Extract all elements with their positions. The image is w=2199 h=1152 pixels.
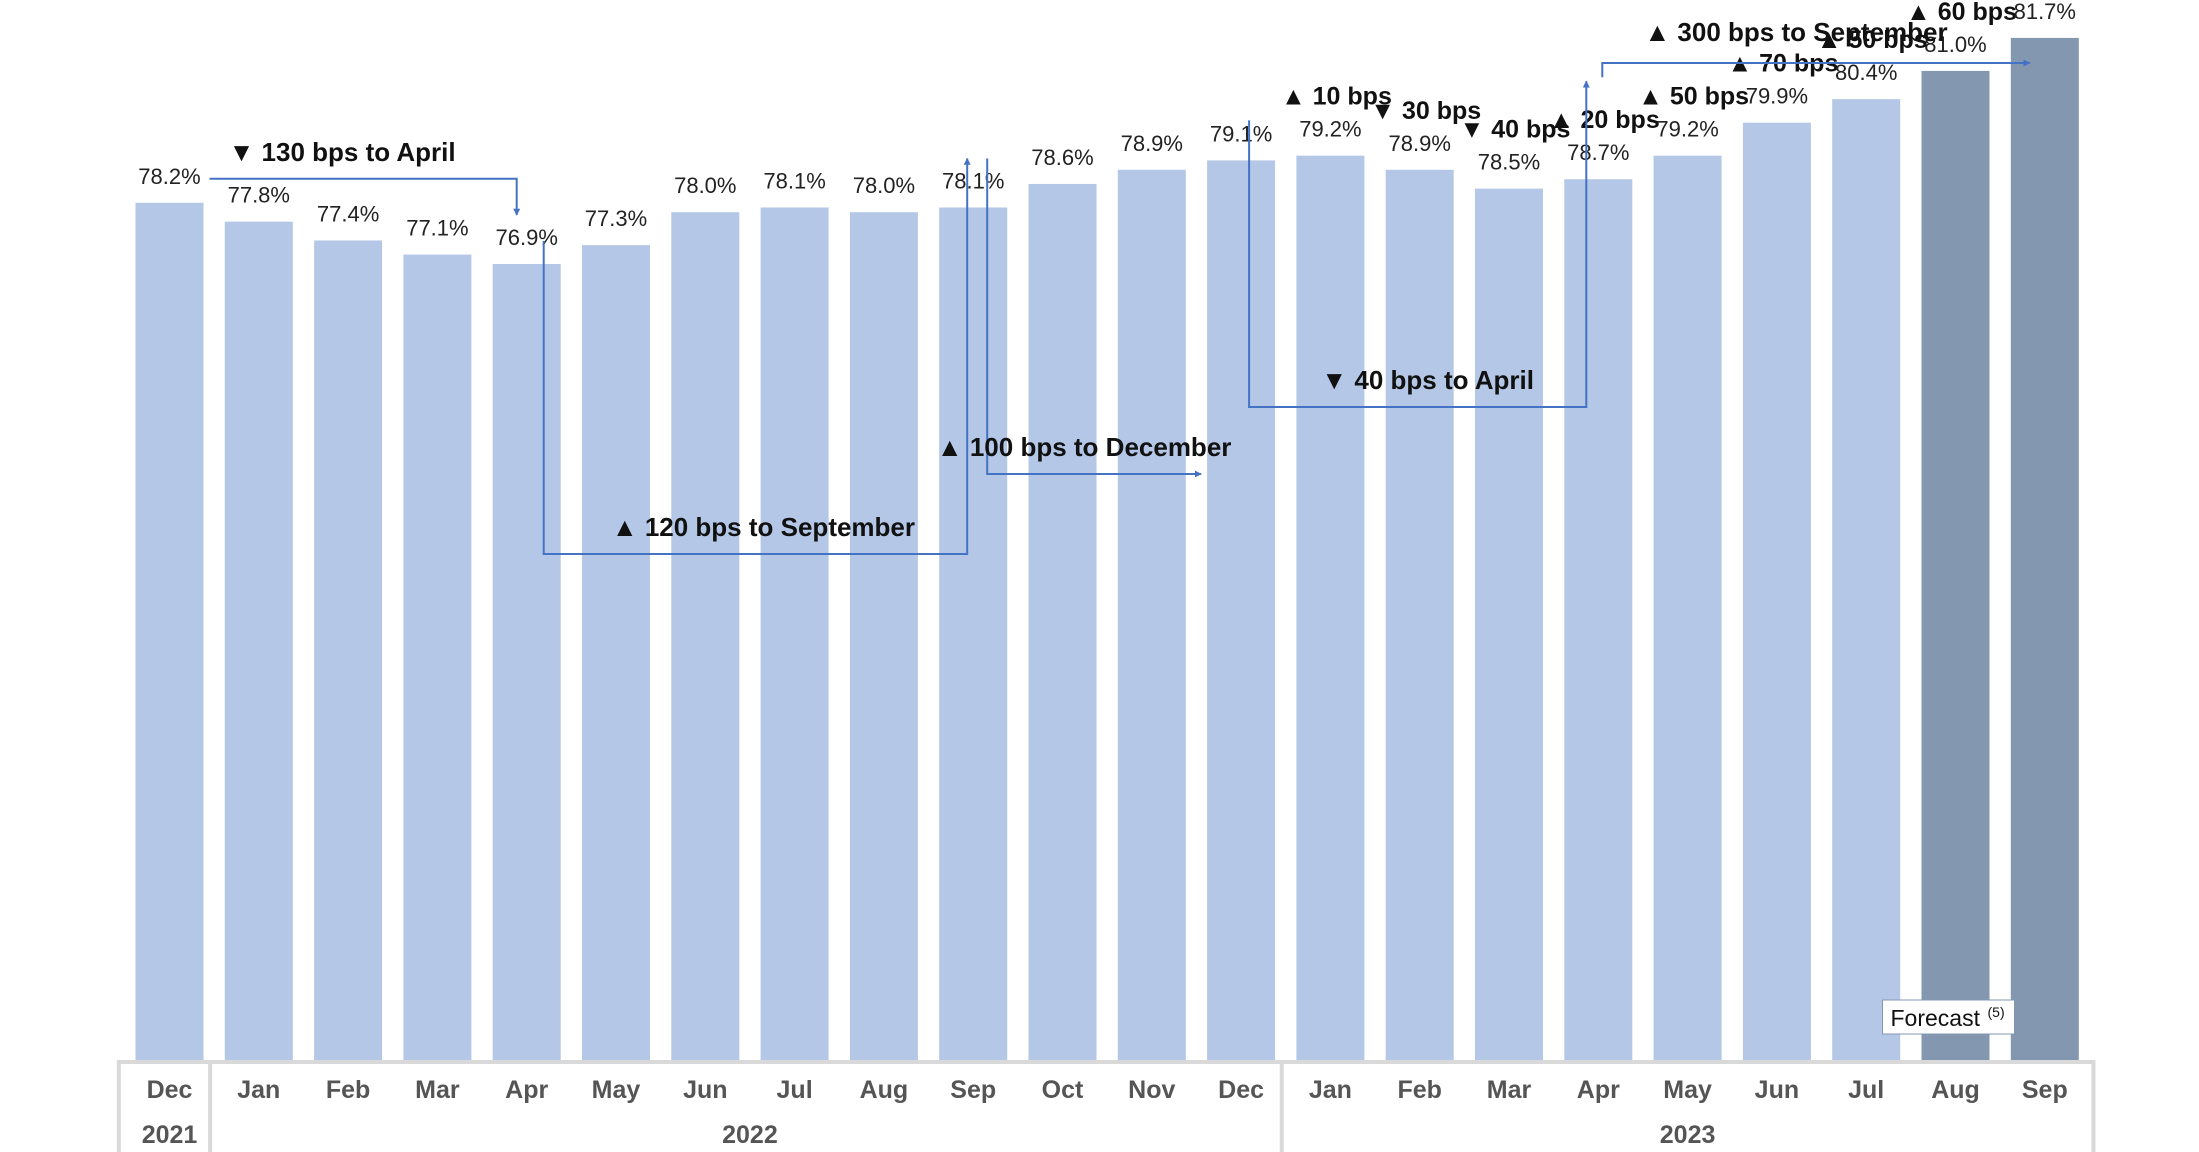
value-label-3: 77.1%	[406, 216, 468, 241]
tick-label-0: Dec	[147, 1076, 193, 1104]
annotation-label-2: ▲ 100 bps to December	[937, 432, 1232, 462]
value-label-21: 81.7%	[2014, 0, 2076, 24]
value-label-10: 78.6%	[1031, 145, 1093, 170]
tick-label-11: Nov	[1128, 1076, 1175, 1104]
year-label-2021: 2021	[142, 1121, 198, 1149]
bar-sep-9	[939, 207, 1008, 1061]
value-label-4: 76.9%	[496, 225, 558, 250]
bar-jan-1	[224, 221, 293, 1060]
bar-apr-16	[1564, 179, 1633, 1061]
bar-jan-13	[1296, 155, 1365, 1060]
tick-label-21: Sep	[2022, 1076, 2068, 1104]
bar-aug-20	[1921, 70, 1990, 1060]
bar-jul-7	[760, 207, 829, 1061]
annotation-label-1: ▲ 120 bps to September	[612, 512, 915, 542]
tick-label-13: Jan	[1309, 1076, 1352, 1104]
year-label-2022: 2022	[722, 1121, 778, 1149]
tick-label-17: May	[1663, 1076, 1712, 1104]
annotation-arrow-1	[542, 157, 971, 555]
bar-oct-10	[1028, 183, 1097, 1060]
value-label-20: 81.0%	[1924, 32, 1986, 57]
tick-label-14: Feb	[1397, 1076, 1441, 1104]
change-label-13: ▲ 10 bps	[1281, 83, 1392, 111]
value-label-0: 78.2%	[138, 164, 200, 189]
tick-label-12: Dec	[1218, 1076, 1264, 1104]
value-label-6: 78.0%	[674, 173, 736, 198]
bar-nov-11	[1117, 169, 1186, 1060]
tick-label-1: Jan	[237, 1076, 280, 1104]
value-label-7: 78.1%	[763, 168, 825, 193]
bar-may-5	[582, 245, 650, 1061]
value-label-8: 78.0%	[853, 173, 915, 198]
change-label-19: ▲ 50 bps	[1817, 26, 1928, 54]
tick-label-3: Mar	[415, 1076, 460, 1104]
value-label-5: 77.3%	[585, 206, 647, 231]
bars-layer	[135, 37, 2079, 1061]
year-label-2023: 2023	[1660, 1121, 1716, 1149]
tick-label-19: Jul	[1848, 1076, 1884, 1104]
bar-mar-15	[1475, 188, 1543, 1060]
tick-label-18: Jun	[1755, 1076, 1799, 1104]
value-labels-layer: 78.2% 77.8% 77.4% 77.1% 76.9% 77.3% 78.0% 78.1%…	[138, 0, 2076, 1035]
tick-label-7: Jul	[777, 1076, 813, 1104]
annotation-label-4: ▲ 300 bps to September	[1644, 17, 1947, 47]
bar-dec-0	[135, 202, 204, 1060]
tick-label-6: Jun	[683, 1076, 727, 1104]
tick-label-15: Mar	[1487, 1076, 1532, 1104]
bar-jul-19	[1832, 99, 1901, 1060]
value-label-15: 78.5%	[1478, 150, 1540, 175]
value-label-13: 79.2%	[1299, 117, 1361, 142]
bar-feb-2	[314, 240, 383, 1060]
bar-may-17	[1653, 155, 1722, 1060]
annotation-arrow-0	[209, 177, 521, 216]
change-label-15: ▼ 40 bps	[1460, 116, 1571, 144]
tick-label-9: Sep	[950, 1076, 996, 1104]
annotation-label-0: ▼ 130 bps to April	[229, 137, 456, 167]
annotation-arrow-2	[986, 158, 1202, 478]
annotation-arrow-3	[1248, 80, 1590, 408]
value-label-17: 79.2%	[1656, 117, 1718, 142]
forecast-box	[1882, 999, 2015, 1035]
bar-feb-14	[1385, 169, 1454, 1060]
bar-apr-4	[492, 264, 561, 1060]
value-label-11: 78.9%	[1121, 131, 1183, 156]
tick-label-4: Apr	[505, 1076, 548, 1104]
value-label-18: 79.9%	[1746, 84, 1808, 109]
value-label-1: 77.8%	[228, 183, 290, 208]
tick-label-20: Aug	[1931, 1076, 1980, 1104]
annotation-arrow-4	[1601, 59, 2031, 78]
value-label-12: 79.1%	[1210, 121, 1272, 146]
forecast-note: (5)	[1988, 1004, 2005, 1020]
period-annotations-layer: ▼ 130 bps to April ▲ 120 bps to September…	[209, 17, 2031, 555]
tick-label-2: Feb	[326, 1076, 370, 1104]
value-label-16: 78.7%	[1567, 140, 1629, 165]
tick-label-10: Oct	[1042, 1076, 1084, 1104]
x-axis: Dec Jan Feb Mar Apr May Jun Jul Aug Sep Oct Nov Dec J…	[116, 1060, 2096, 1152]
annotation-label-3: ▼ 40 bps to April	[1321, 365, 1534, 395]
bar-jun-18	[1742, 122, 1811, 1060]
bar-mar-3	[403, 254, 472, 1061]
change-label-16: ▲ 20 bps	[1549, 106, 1660, 134]
bar-sep-21	[2010, 37, 2079, 1061]
value-label-14: 78.9%	[1389, 131, 1451, 156]
change-label-17: ▲ 50 bps	[1638, 83, 1749, 111]
bar-dec-12	[1207, 160, 1276, 1060]
change-label-14: ▼ 30 bps	[1370, 97, 1481, 125]
tick-label-16: Apr	[1577, 1076, 1620, 1104]
value-label-9: 78.1%	[942, 168, 1004, 193]
value-label-19: 80.4%	[1835, 60, 1897, 85]
bar-aug-8	[849, 212, 918, 1060]
forecast-label: Forecast	[1891, 1005, 1981, 1031]
tick-label-8: Aug	[860, 1076, 909, 1104]
value-label-2: 77.4%	[317, 201, 379, 226]
change-label-20: ▲ 60 bps	[1906, 0, 2017, 26]
tick-label-5: May	[592, 1076, 641, 1104]
bar-jun-6	[671, 212, 740, 1060]
